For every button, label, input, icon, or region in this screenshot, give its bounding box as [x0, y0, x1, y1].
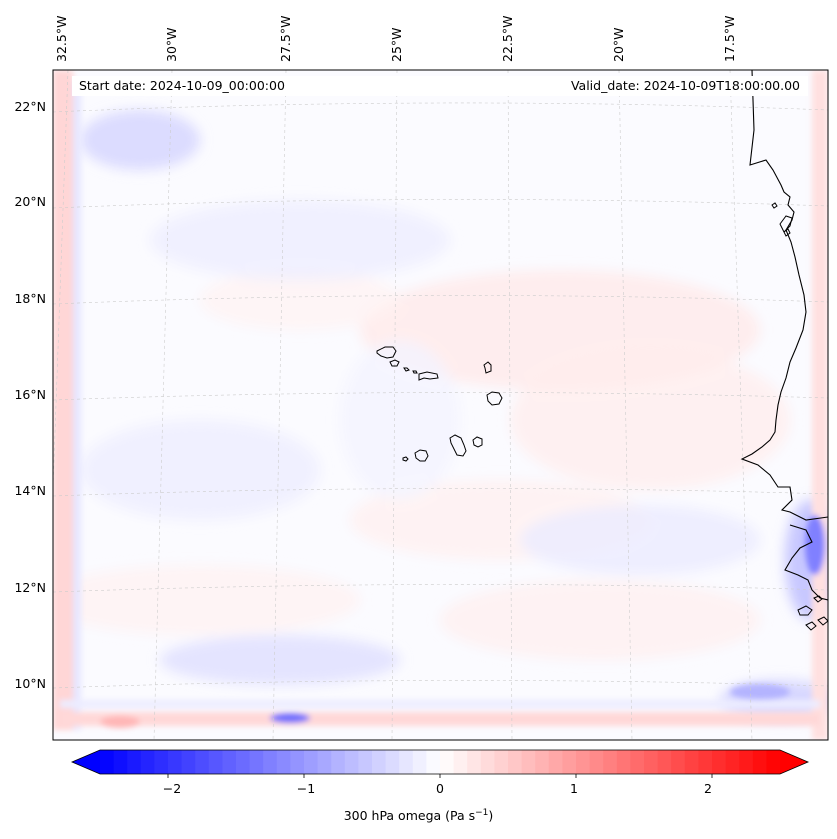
- lon-label-20w: 20°W: [611, 27, 626, 62]
- colorbar-segment: [644, 750, 658, 774]
- colorbar-segment: [154, 750, 169, 774]
- coastline: [740, 70, 828, 631]
- colorbar-segment: [412, 750, 427, 774]
- colorbar-segment: [426, 750, 441, 774]
- colorbar-segment: [562, 750, 577, 774]
- colorbar-title: 300 hPa omega (Pa s−1): [0, 808, 837, 823]
- colorbar-segment: [140, 750, 155, 774]
- lon-label-32-5w: 32.5°W: [54, 15, 69, 62]
- graticule: [53, 70, 828, 740]
- colorbar-segment: [168, 750, 182, 774]
- colorbar-segment: [453, 750, 468, 774]
- colorbar-segment: [494, 750, 509, 774]
- header-strip: [72, 76, 808, 96]
- colorbar-outline: [70, 749, 810, 775]
- colorbar-segment: [181, 750, 196, 774]
- colorbar-segment: [712, 750, 726, 774]
- colorbar-tick-label: −1: [296, 781, 316, 796]
- colorbar-segment: [589, 750, 604, 774]
- colorbar-segment: [317, 750, 332, 774]
- lat-label-10n: 10°N: [14, 676, 46, 691]
- colorbar-segment: [249, 750, 264, 774]
- lon-label-27-5w: 27.5°W: [278, 15, 293, 62]
- colorbar-segment: [344, 750, 359, 774]
- colorbar-tick-label: 1: [570, 781, 578, 796]
- colorbar-segment: [508, 750, 522, 774]
- colorbar-segment: [684, 750, 699, 774]
- colorbar-segment: [290, 750, 305, 774]
- lat-label-16n: 16°N: [14, 387, 46, 402]
- colorbar-segment: [195, 750, 210, 774]
- colorbar-segment: [127, 750, 142, 774]
- colorbar-title-text: 300 hPa omega (Pa s: [343, 808, 476, 824]
- colorbar: [70, 749, 810, 778]
- colorbar-segment: [440, 750, 454, 774]
- colorbar-title-unit-exponent: −1: [475, 808, 489, 818]
- map-frame: [52, 69, 829, 741]
- colorbar-segment: [358, 750, 373, 774]
- colorbar-tick-label: 2: [704, 781, 712, 796]
- colorbar-segment: [276, 750, 291, 774]
- colorbar-segment: [521, 750, 536, 774]
- colorbar-segment: [263, 750, 278, 774]
- colorbar-segment: [222, 750, 237, 774]
- colorbar-segment: [236, 750, 250, 774]
- colorbar-segment: [208, 750, 223, 774]
- lat-label-20n: 20°N: [14, 194, 46, 209]
- colorbar-segment: [467, 750, 482, 774]
- colorbar-segment: [725, 750, 740, 774]
- colorbar-segment: [100, 750, 114, 774]
- colorbar-segment: [698, 750, 713, 774]
- colorbar-segment: [739, 750, 754, 774]
- lat-label-22n: 22°N: [14, 99, 46, 114]
- colorbar-segment: [113, 750, 128, 774]
- colorbar-segment: [480, 750, 495, 774]
- colorbar-segment: [304, 750, 318, 774]
- colorbar-segment: [657, 750, 672, 774]
- start-date-label: Start date: 2024-10-09_00:00:00: [79, 78, 285, 93]
- lon-label-22-5w: 22.5°W: [500, 15, 515, 62]
- cape-verde-islands: [376, 346, 503, 462]
- colorbar-segment: [331, 750, 346, 774]
- colorbar-segment: [399, 750, 414, 774]
- lon-label-25w: 25°W: [389, 27, 404, 62]
- colorbar-segment: [752, 750, 767, 774]
- lat-label-14n: 14°N: [14, 483, 46, 498]
- colorbar-segment: [603, 750, 618, 774]
- lat-label-18n: 18°N: [14, 291, 46, 306]
- omega-field: [53, 70, 828, 740]
- colorbar-segment: [671, 750, 686, 774]
- colorbar-segment: [576, 750, 590, 774]
- colorbar-extend-low: [72, 750, 100, 774]
- colorbar-extend-high: [780, 750, 808, 774]
- valid-date-label: Valid_date: 2024-10-09T18:00:00.00: [570, 78, 800, 93]
- colorbar-tick-label: 0: [436, 781, 444, 796]
- colorbar-segment: [616, 750, 631, 774]
- colorbar-segment: [630, 750, 645, 774]
- colorbar-segment: [535, 750, 550, 774]
- lat-label-12n: 12°N: [14, 580, 46, 595]
- colorbar-tick-label: −2: [162, 781, 182, 796]
- colorbar-title-close: ): [488, 808, 494, 824]
- colorbar-segment: [766, 750, 781, 774]
- colorbar-segment: [548, 750, 563, 774]
- lon-label-17-5w: 17.5°W: [722, 15, 737, 62]
- lon-label-30w: 30°W: [164, 27, 179, 62]
- colorbar-segment: [372, 750, 386, 774]
- colorbar-segment: [385, 750, 400, 774]
